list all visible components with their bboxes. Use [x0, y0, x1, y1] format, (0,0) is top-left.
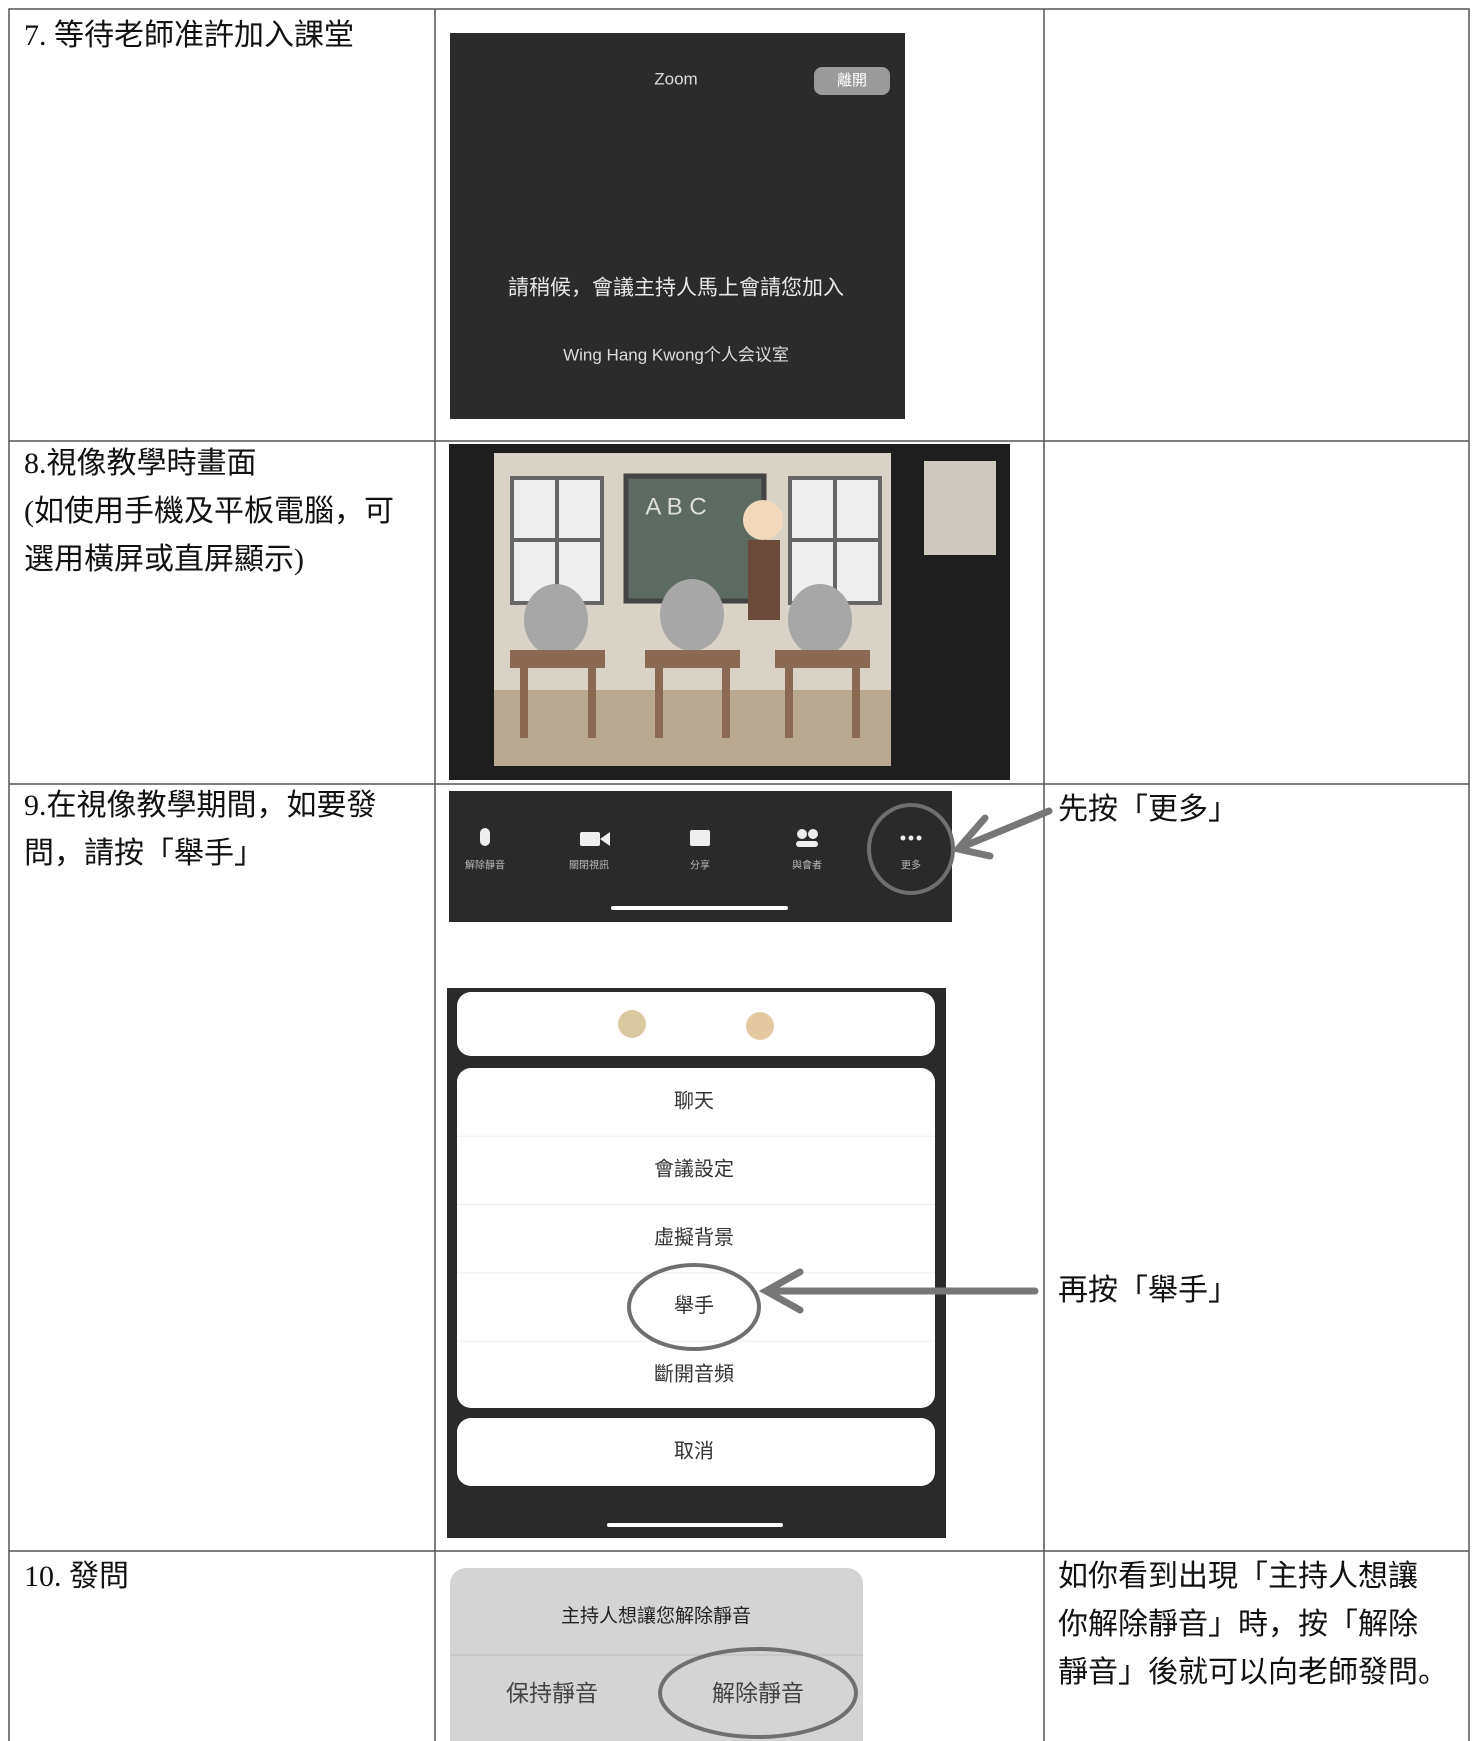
toolbar-label: 更多: [901, 859, 921, 872]
note-text: 先按「更多」: [1058, 793, 1238, 826]
table-grid: [8, 8, 1470, 1741]
note-text: 再按「舉手」: [1058, 1274, 1238, 1307]
highlight-ellipse: [658, 1647, 858, 1739]
menu-item[interactable]: 舉手: [674, 1294, 714, 1317]
dialog-title: 主持人想讓您解除靜音: [561, 1605, 751, 1627]
arrow: [951, 807, 1053, 860]
thumbs-up-reaction[interactable]: [746, 1012, 774, 1040]
room-name: Wing Hang Kwong个人会议室: [563, 345, 789, 364]
table-border: [8, 8, 1470, 1741]
menu-item[interactable]: 斷開音頻: [654, 1362, 734, 1385]
highlight-circle: [867, 803, 955, 895]
note-text: 如你看到出現「主持人想讓: [1058, 1560, 1418, 1593]
step-text: 7. 等待老師准許加入課堂: [24, 19, 354, 52]
arrow: [758, 1268, 1039, 1314]
waiting-message: 請稍候，會議主持人馬上會請您加入: [508, 277, 844, 300]
toolbar-label: 與會者: [792, 859, 822, 872]
home-bar: [607, 1523, 783, 1527]
toolbar-label: 分享: [690, 859, 710, 872]
home-bar: [611, 906, 788, 910]
zoom-title: Zoom: [654, 69, 697, 88]
classroom-illustration: [494, 453, 891, 766]
clap-reaction[interactable]: [618, 1010, 646, 1038]
toolbar-label: 解除靜音: [465, 859, 505, 872]
toolbar-icons: [480, 828, 922, 847]
note-text: 你解除靜音」時，按「解除: [1058, 1608, 1418, 1641]
note-text: 靜音」後就可以向老師發問。: [1058, 1656, 1448, 1689]
menu-item[interactable]: 會議設定: [654, 1158, 734, 1181]
leave-button[interactable]: [814, 67, 890, 95]
leave-label: 離開: [837, 71, 867, 89]
dialog-button[interactable]: 解除靜音: [712, 1680, 804, 1706]
step-text: 問，請按「舉手」: [24, 837, 264, 870]
menu-item[interactable]: 聊天: [674, 1089, 714, 1112]
waiting-screen: [450, 33, 905, 419]
self-thumbnail: [924, 461, 996, 555]
step-text: 9.在視像教學期間，如要發: [24, 789, 377, 822]
toolbar: [449, 791, 952, 922]
step-text: 選用橫屏或直屏顯示): [24, 543, 304, 576]
step-text: 10. 發問: [24, 1560, 129, 1593]
menu-cancel[interactable]: 取消: [674, 1439, 714, 1462]
toolbar-label: 關閉視訊: [569, 859, 609, 872]
cancel-card: [457, 1418, 935, 1486]
menu-card: [457, 1068, 935, 1408]
step-text: 8.視像教學時畫面: [24, 447, 257, 480]
menu-item[interactable]: 虛擬背景: [654, 1226, 734, 1249]
dialog-button[interactable]: 保持靜音: [506, 1680, 598, 1706]
highlight-ellipse: [627, 1263, 761, 1351]
step-text: (如使用手機及平板電腦，可: [24, 495, 394, 528]
reactions-card: [457, 992, 935, 1056]
board-text: A B C: [645, 493, 706, 520]
